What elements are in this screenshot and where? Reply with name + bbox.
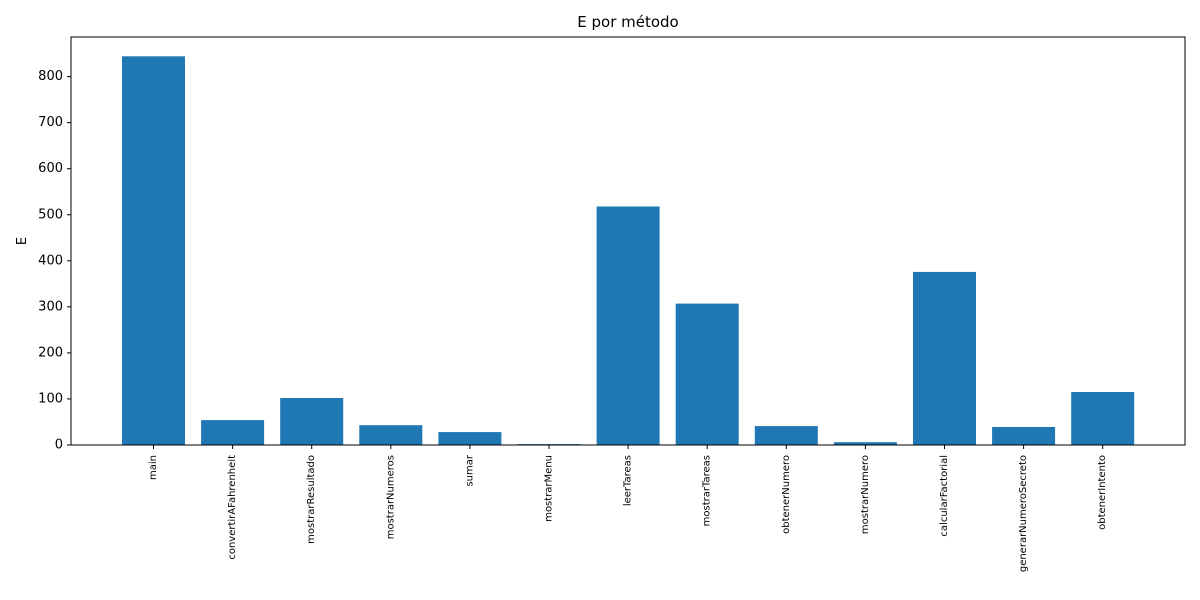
x-tick-label: mostrarResultado: [306, 455, 317, 544]
bar-generarNumeroSecreto: [992, 427, 1056, 445]
y-ticks-group: 0 100 200 300 400 500 600 700 800: [38, 69, 71, 453]
y-tick-label: 300: [38, 299, 63, 314]
y-axis-label: E: [15, 237, 30, 245]
x-tick-label: mostrarTareas: [702, 455, 713, 526]
x-ticks-group: main convertirAFahrenheit mostrarResultado…: [148, 445, 1108, 572]
bar-obtenerIntento: [1071, 392, 1135, 445]
y-tick-label: 100: [38, 391, 63, 406]
y-tick-label: 500: [38, 207, 63, 222]
x-tick-label: mostrarNumeros: [385, 455, 396, 539]
bar-sumar: [438, 432, 502, 445]
bar-obtenerNumero: [754, 426, 818, 445]
x-tick-label: generarNumeroSecreto: [1018, 455, 1029, 572]
x-tick-label: obtenerNumero: [781, 455, 792, 534]
bar-main: [122, 56, 185, 446]
y-tick-label: 400: [38, 253, 63, 268]
x-tick-label: obtenerIntento: [1097, 455, 1108, 530]
bar-mostrarNumeros: [359, 425, 423, 445]
x-tick-label: main: [148, 455, 159, 480]
x-tick-label: sumar: [464, 454, 475, 486]
bar-convertirAFahrenheit: [201, 420, 265, 445]
bar-mostrarTareas: [675, 303, 739, 445]
chart-title: E por método: [577, 13, 678, 31]
x-tick-label: convertirAFahrenheit: [227, 455, 238, 560]
x-tick-label: mostrarNumero: [860, 455, 871, 534]
y-tick-label: 800: [38, 69, 63, 84]
y-tick-label: 0: [55, 438, 63, 453]
x-tick-label: leerTareas: [623, 455, 634, 506]
y-tick-label: 700: [38, 115, 63, 130]
y-tick-label: 200: [38, 345, 63, 360]
y-tick-label: 600: [38, 161, 63, 176]
x-tick-label: calcularFactorial: [939, 455, 950, 537]
bar-mostrarResultado: [280, 398, 344, 445]
bar-calcularFactorial: [913, 271, 976, 445]
bar-mostrarNumero: [833, 442, 897, 445]
bars-group: [122, 56, 1135, 446]
x-tick-label: mostrarMenu: [544, 455, 555, 522]
bar-leerTareas: [596, 206, 660, 445]
plot-frame: [70, 36, 1186, 446]
